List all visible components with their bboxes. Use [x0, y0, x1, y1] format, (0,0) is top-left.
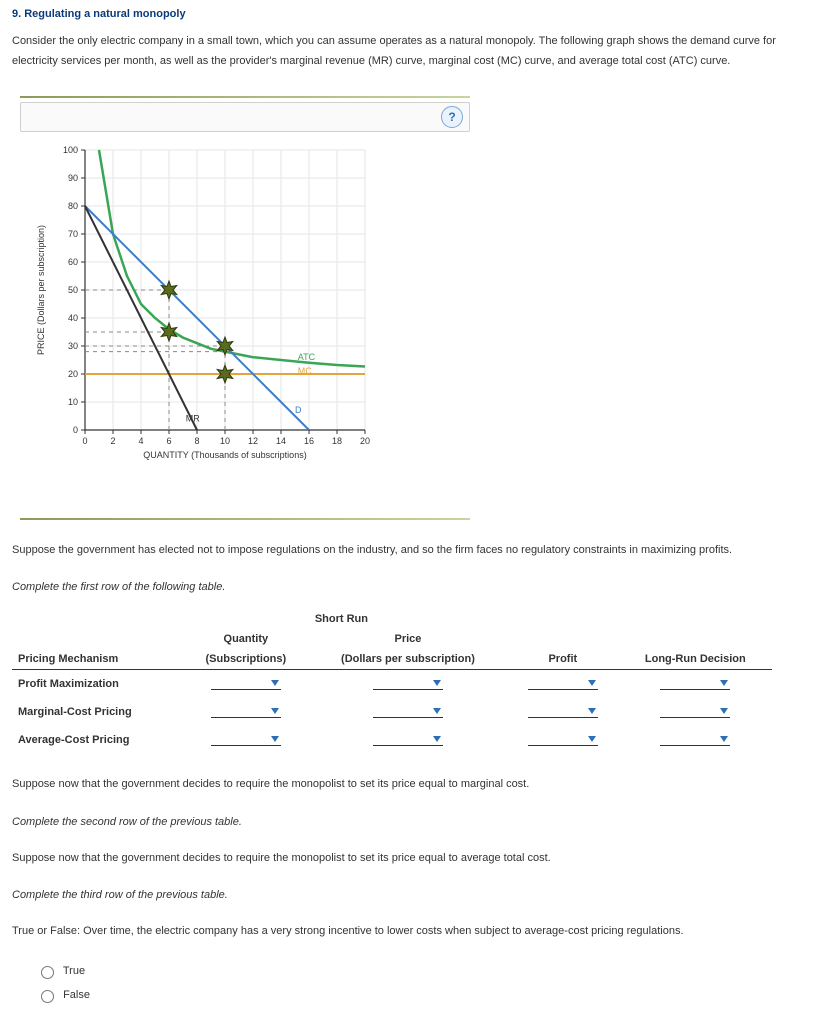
svg-text:50: 50 [68, 285, 78, 295]
svg-text:30: 30 [68, 341, 78, 351]
chart-container: 0 2 4 6 8 10 12 14 16 18 20 0 10 20 30 40 50 60 70 80 90 100 Q… [30, 140, 460, 510]
true-false-prompt: True or False: Over time, the electric c… [12, 923, 820, 941]
radio-false-text: False [63, 989, 90, 1001]
svg-text:MC: MC [298, 366, 312, 376]
svg-text:0: 0 [82, 436, 87, 446]
panel-header: ? [20, 102, 470, 132]
svg-text:6: 6 [166, 436, 171, 446]
question-title: 9. Regulating a natural monopoly [12, 8, 820, 20]
svg-text:0: 0 [73, 425, 78, 435]
after-paragraph-2: Suppose now that the government decides … [12, 850, 820, 868]
svg-text:2: 2 [110, 436, 115, 446]
dd-qty-2[interactable] [211, 731, 281, 746]
instruction-row2: Complete the second row of the previous … [12, 816, 820, 828]
svg-text:16: 16 [304, 436, 314, 446]
radio-false-label[interactable]: False [36, 989, 90, 1001]
radio-false[interactable] [41, 990, 54, 1003]
svg-text:PRICE (Dollars per subscriptio: PRICE (Dollars per subscription) [36, 225, 46, 355]
dd-price-2[interactable] [373, 731, 443, 746]
svg-text:14: 14 [276, 436, 286, 446]
svg-text:90: 90 [68, 173, 78, 183]
after-paragraph-1: Suppose now that the government decides … [12, 776, 820, 794]
col-qty-sub: (Subscriptions) [183, 649, 309, 670]
dd-profit-2[interactable] [528, 731, 598, 746]
col-mechanism: Pricing Mechanism [12, 649, 183, 670]
chart-svg: 0 2 4 6 8 10 12 14 16 18 20 0 10 20 30 40 50 60 70 80 90 100 Q… [30, 140, 460, 510]
radio-true-label[interactable]: True [36, 965, 85, 977]
question-intro: Consider the only electric company in a … [12, 32, 820, 72]
svg-text:80: 80 [68, 201, 78, 211]
dd-long-2[interactable] [660, 731, 730, 746]
dd-qty-0[interactable] [211, 675, 281, 690]
dd-profit-0[interactable] [528, 675, 598, 690]
dd-long-1[interactable] [660, 703, 730, 718]
svg-text:8: 8 [194, 436, 199, 446]
svg-text:12: 12 [248, 436, 258, 446]
short-run-header: Short Run [309, 609, 507, 629]
row-atc-pricing-label: Average-Cost Pricing [12, 726, 183, 754]
help-icon[interactable]: ? [441, 106, 463, 128]
svg-text:MR: MR [186, 413, 200, 423]
col-price-sub: (Dollars per subscription) [309, 649, 507, 670]
dd-qty-1[interactable] [211, 703, 281, 718]
radio-true-text: True [63, 965, 85, 977]
divider-top [20, 96, 470, 98]
svg-text:40: 40 [68, 313, 78, 323]
divider-bottom [20, 518, 470, 520]
dd-profit-1[interactable] [528, 703, 598, 718]
mid-paragraph: Suppose the government has elected not t… [12, 542, 820, 560]
dd-price-1[interactable] [373, 703, 443, 718]
svg-text:10: 10 [68, 397, 78, 407]
col-long-run: Long-Run Decision [619, 649, 772, 670]
svg-text:D: D [295, 405, 302, 415]
row-profit-max-label: Profit Maximization [12, 670, 183, 699]
svg-text:4: 4 [138, 436, 143, 446]
col-price-top: Price [309, 629, 507, 649]
instruction-row3: Complete the third row of the previous t… [12, 889, 820, 901]
svg-text:100: 100 [63, 145, 78, 155]
svg-text:60: 60 [68, 257, 78, 267]
instruction-row1: Complete the first row of the following … [12, 581, 820, 593]
pricing-table: Short Run Quantity Price Pricing Mechani… [12, 609, 772, 754]
svg-text:20: 20 [360, 436, 370, 446]
svg-text:10: 10 [220, 436, 230, 446]
svg-text:70: 70 [68, 229, 78, 239]
svg-text:20: 20 [68, 369, 78, 379]
row-mc-pricing-label: Marginal-Cost Pricing [12, 698, 183, 726]
col-qty-top: Quantity [183, 629, 309, 649]
dd-long-0[interactable] [660, 675, 730, 690]
svg-text:QUANTITY (Thousands of subscri: QUANTITY (Thousands of subscriptions) [143, 450, 306, 460]
radio-true[interactable] [41, 966, 54, 979]
svg-text:18: 18 [332, 436, 342, 446]
dd-price-0[interactable] [373, 675, 443, 690]
svg-text:ATC: ATC [298, 352, 316, 362]
col-profit: Profit [507, 649, 618, 670]
